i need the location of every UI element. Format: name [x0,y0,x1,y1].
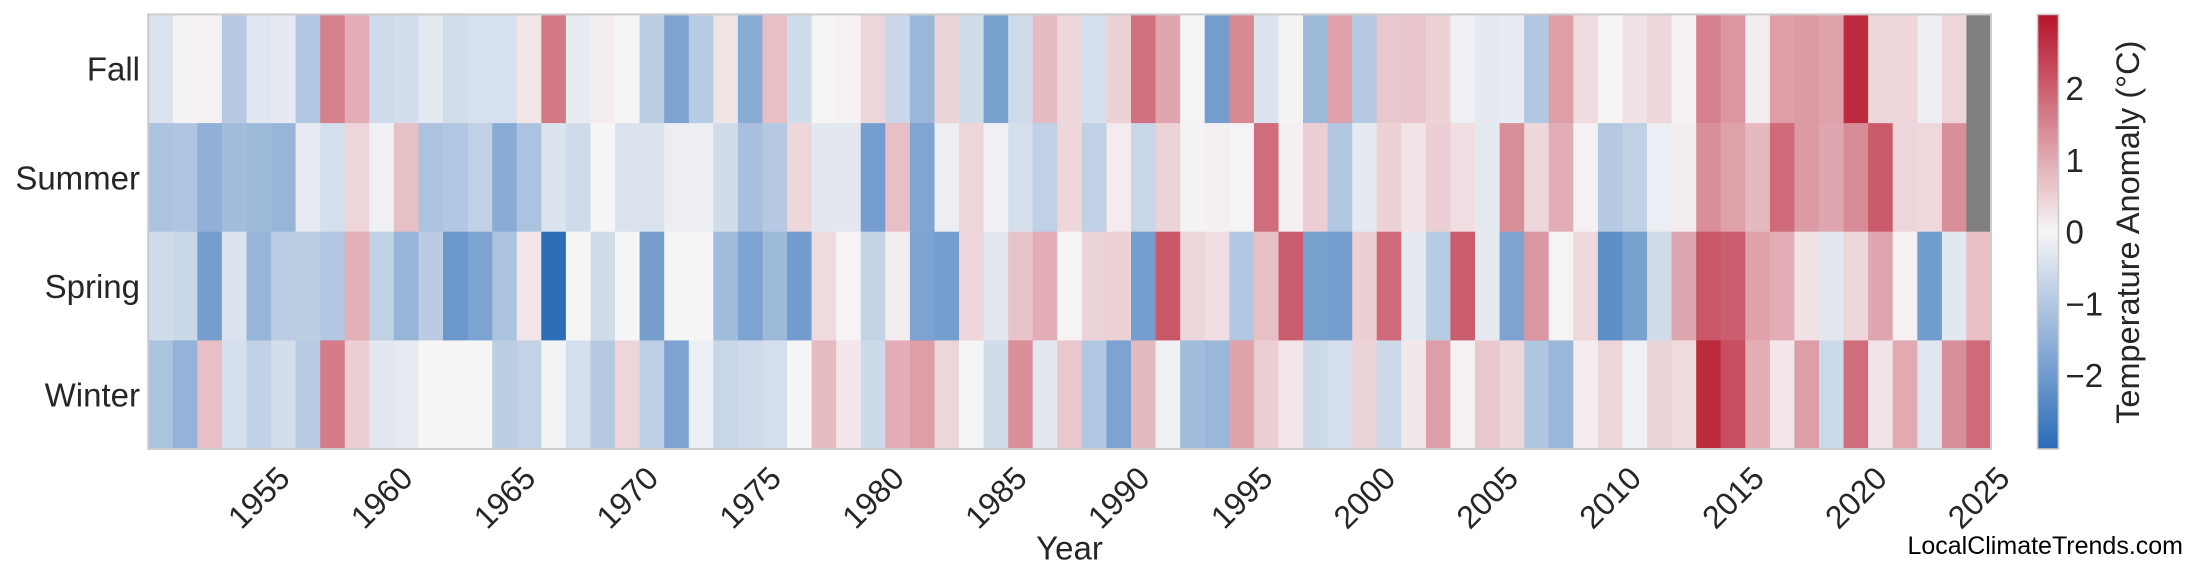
svg-text:LocalClimateTrends.com: LocalClimateTrends.com [1907,532,2183,560]
svg-text:Fall: Fall [87,51,140,88]
svg-text:0: 0 [2066,214,2084,251]
svg-text:−2: −2 [2066,357,2104,394]
svg-text:Winter: Winter [45,377,140,414]
svg-text:Spring: Spring [45,268,140,305]
svg-text:1: 1 [2066,142,2084,179]
svg-text:−1: −1 [2066,285,2104,322]
svg-text:2: 2 [2066,70,2084,107]
svg-text:Temperature Anomaly (°C): Temperature Anomaly (°C) [2110,41,2146,424]
svg-text:Summer: Summer [15,159,140,196]
svg-text:Year: Year [1036,530,1103,567]
